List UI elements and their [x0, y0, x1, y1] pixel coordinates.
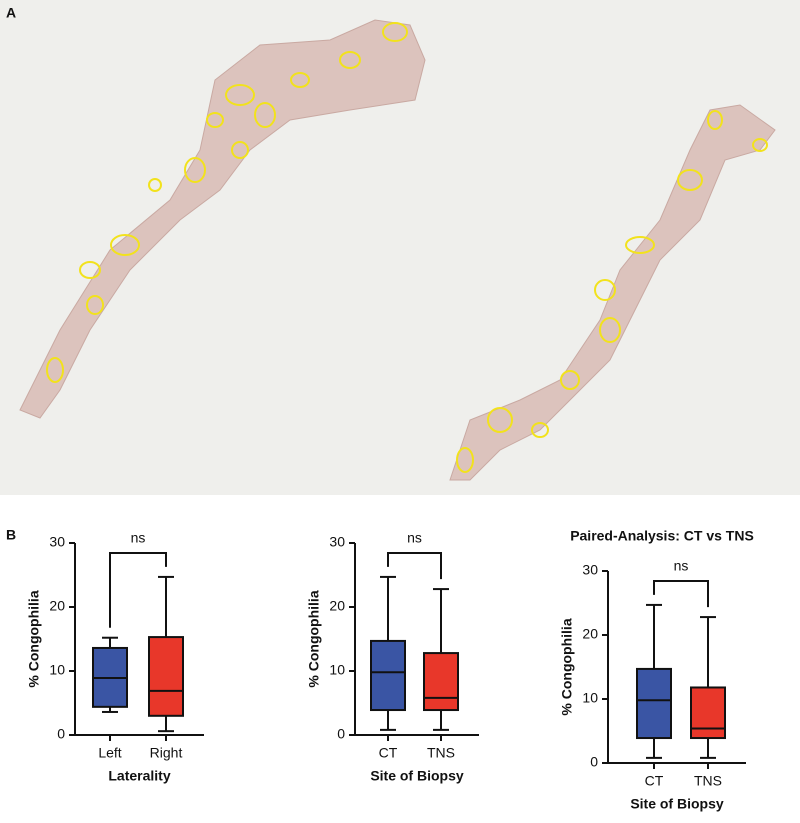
x-tick-label: CT — [379, 745, 398, 761]
panel-label: B — [6, 527, 16, 543]
x-tick-label: TNS — [694, 773, 722, 789]
box — [370, 639, 406, 712]
y-tick-label: 20 — [582, 626, 598, 642]
y-tick-label: 0 — [337, 726, 345, 742]
tissue-strips — [19, 19, 776, 481]
significance-bracket — [109, 552, 167, 628]
box — [690, 686, 726, 740]
significance-bracket — [387, 552, 442, 580]
x-axis-label: Laterality — [108, 768, 170, 784]
box — [148, 636, 184, 717]
x-axis-label: Site of Biopsy — [370, 768, 464, 784]
x-tick-label: CT — [645, 773, 664, 789]
y-tick-label: 20 — [49, 598, 65, 614]
box — [423, 652, 459, 712]
x-tick-label: Left — [98, 745, 121, 761]
y-tick-label: 0 — [57, 726, 65, 742]
y-axis-label: % Congophilia — [26, 590, 42, 687]
significance-label: ns — [407, 530, 422, 546]
y-tick-label: 30 — [329, 534, 345, 550]
y-tick-label: 30 — [49, 534, 65, 550]
y-tick-label: 0 — [590, 754, 598, 770]
y-tick-label: 10 — [582, 690, 598, 706]
y-axis-label: % Congophilia — [306, 590, 322, 687]
x-axis-label: Site of Biopsy — [630, 796, 724, 812]
significance-label: ns — [131, 530, 146, 546]
box — [636, 667, 672, 740]
chart-title: Paired-Analysis: CT vs TNS — [570, 528, 754, 544]
x-tick-label: TNS — [427, 745, 455, 761]
panel-label: A — [6, 5, 16, 21]
x-tick-label: Right — [150, 745, 183, 761]
significance-bracket — [653, 580, 709, 608]
y-tick-label: 10 — [329, 662, 345, 678]
y-tick-label: 20 — [329, 598, 345, 614]
y-axis-label: % Congophilia — [559, 618, 575, 715]
y-tick-label: 10 — [49, 662, 65, 678]
y-tick-label: 30 — [582, 562, 598, 578]
significance-label: ns — [674, 558, 689, 574]
